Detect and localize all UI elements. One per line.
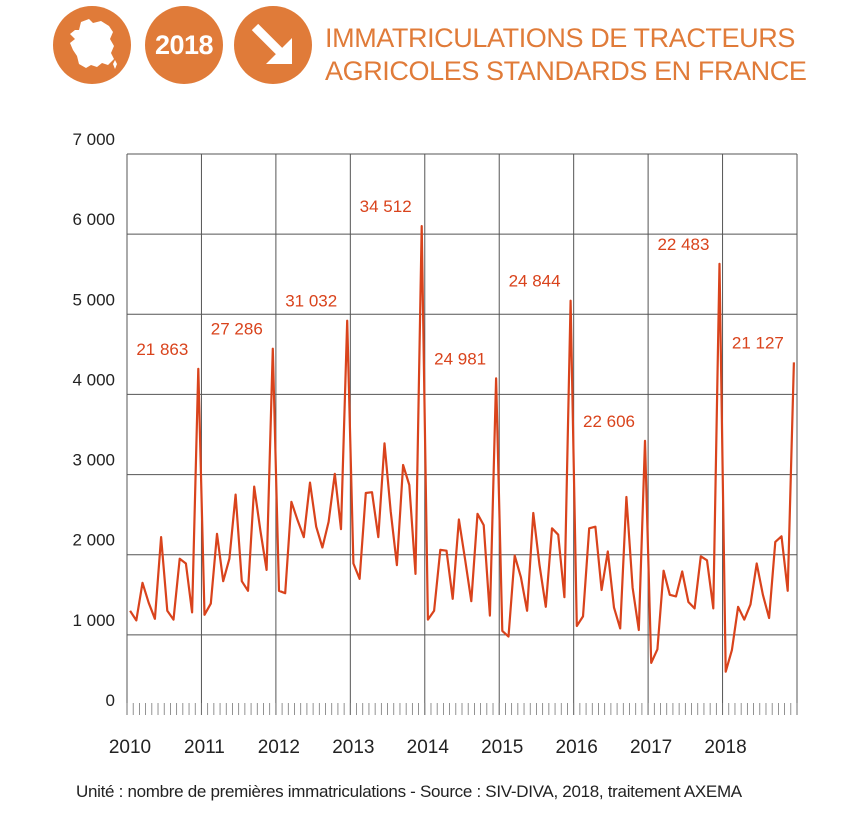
y-tick-label: 1 000 [72,611,115,630]
france-map-icon [53,6,131,84]
chart-title-line-1: IMMATRICULATIONS DE TRACTEURS [325,23,795,53]
line-chart: 0 1 000 2 000 3 000 4 000 5 000 6 000 7 000 2010… [72,130,798,758]
chart-title-line-2: AGRICOLES STANDARDS EN FRANCE [325,56,807,86]
y-tick-label: 7 000 [72,130,115,149]
x-tick-label: 2018 [704,737,746,758]
source-note: Unité : nombre de premières immatriculat… [76,782,742,801]
x-tick-label: 2011 [184,737,225,758]
header: 2018 IMMATRICULATIONS DE TRACTEURS AGRIC… [0,0,850,110]
arrow-down-right-icon [234,6,312,84]
series-line [129,225,795,673]
y-tick-label: 4 000 [72,370,115,389]
x-tick-label: 2010 [109,737,151,758]
year-badge-label: 2018 [154,30,214,60]
x-tick-label: 2014 [407,737,450,758]
y-tick-label: 6 000 [72,210,115,229]
annual-total-label: 21 863 [136,340,188,359]
y-tick-label: 5 000 [72,290,115,309]
chart-title: IMMATRICULATIONS DE TRACTEURS AGRICOLES … [325,22,807,88]
x-tick-label: 2015 [481,737,523,758]
x-tick-label: 2012 [258,737,300,758]
annual-total-label: 22 483 [657,235,709,254]
y-tick-label: 0 [106,691,115,710]
annual-total-label: 22 606 [583,412,635,431]
x-tick-label: 2017 [630,737,672,758]
y-tick-label: 2 000 [72,531,115,550]
annual-total-label: 27 286 [211,320,263,339]
x-tick-label: 2013 [332,737,374,758]
annual-total-label: 34 512 [360,197,412,216]
x-tick-label: 2016 [556,737,598,758]
year-badge: 2018 [145,6,223,84]
annual-total-label: 31 032 [285,292,337,311]
annual-total-label: 21 127 [732,333,784,352]
annual-total-label: 24 844 [509,272,561,291]
y-tick-label: 3 000 [72,451,115,470]
annual-total-label: 24 981 [434,349,486,368]
